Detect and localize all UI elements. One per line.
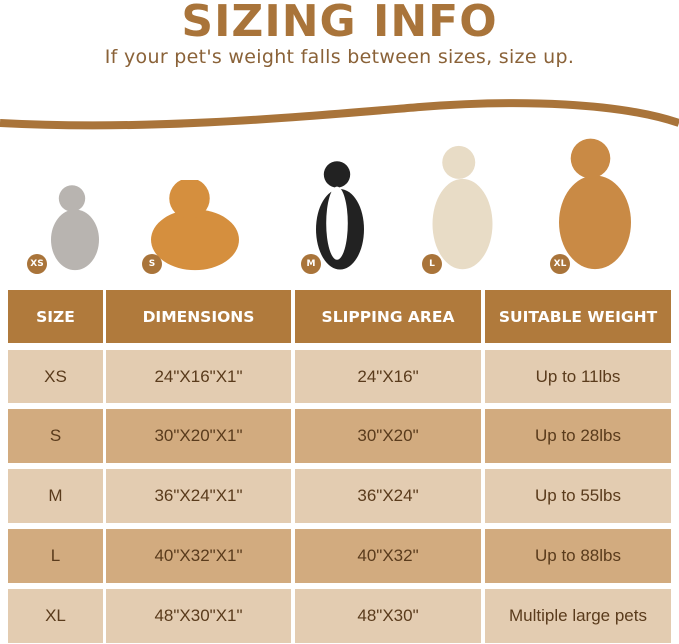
table-cell: XL <box>8 589 103 643</box>
size-badge: S <box>142 254 162 274</box>
column-header: SUITABLE WEIGHT <box>485 290 671 343</box>
table-cell: 30"X20" <box>295 409 481 463</box>
table-cell: 36"X24" <box>295 469 481 523</box>
size-badge: XL <box>550 254 570 274</box>
table-cell: Up to 55lbs <box>485 469 671 523</box>
pet-image-corgi <box>140 178 250 272</box>
table-cell: 36"X24"X1" <box>106 469 291 523</box>
pet-image-cat <box>45 180 105 272</box>
table-cell: L <box>8 529 103 583</box>
table-cell: Up to 88lbs <box>485 529 671 583</box>
page-subtitle: If your pet's weight falls between sizes… <box>104 46 575 68</box>
column-header: SIZE <box>8 290 103 343</box>
table-cell: 40"X32" <box>295 529 481 583</box>
wave-divider <box>0 99 679 130</box>
table-cell: 24"X16" <box>295 350 481 403</box>
pet-image-border-collie <box>310 150 370 272</box>
table-cell: Multiple large pets <box>485 589 671 643</box>
page-title: SIZING INFO <box>181 0 498 47</box>
table-cell: S <box>8 409 103 463</box>
table-cell: 24"X16"X1" <box>106 350 291 403</box>
column-header: DIMENSIONS <box>106 290 291 343</box>
table-cell: M <box>8 469 103 523</box>
size-badge: L <box>422 254 442 274</box>
table-cell: XS <box>8 350 103 403</box>
table-cell: Up to 11lbs <box>485 350 671 403</box>
size-badge: XS <box>27 254 47 274</box>
table-cell: Up to 28lbs <box>485 409 671 463</box>
table-cell: 48"X30" <box>295 589 481 643</box>
table-cell: 40"X32"X1" <box>106 529 291 583</box>
pet-image-golden-retriever <box>550 130 640 272</box>
table-cell: 30"X20"X1" <box>106 409 291 463</box>
column-header: SLIPPING AREA <box>295 290 481 343</box>
table-cell: 48"X30"X1" <box>106 589 291 643</box>
size-badge: M <box>301 254 321 274</box>
pet-image-golden-retriever-light <box>425 135 500 272</box>
